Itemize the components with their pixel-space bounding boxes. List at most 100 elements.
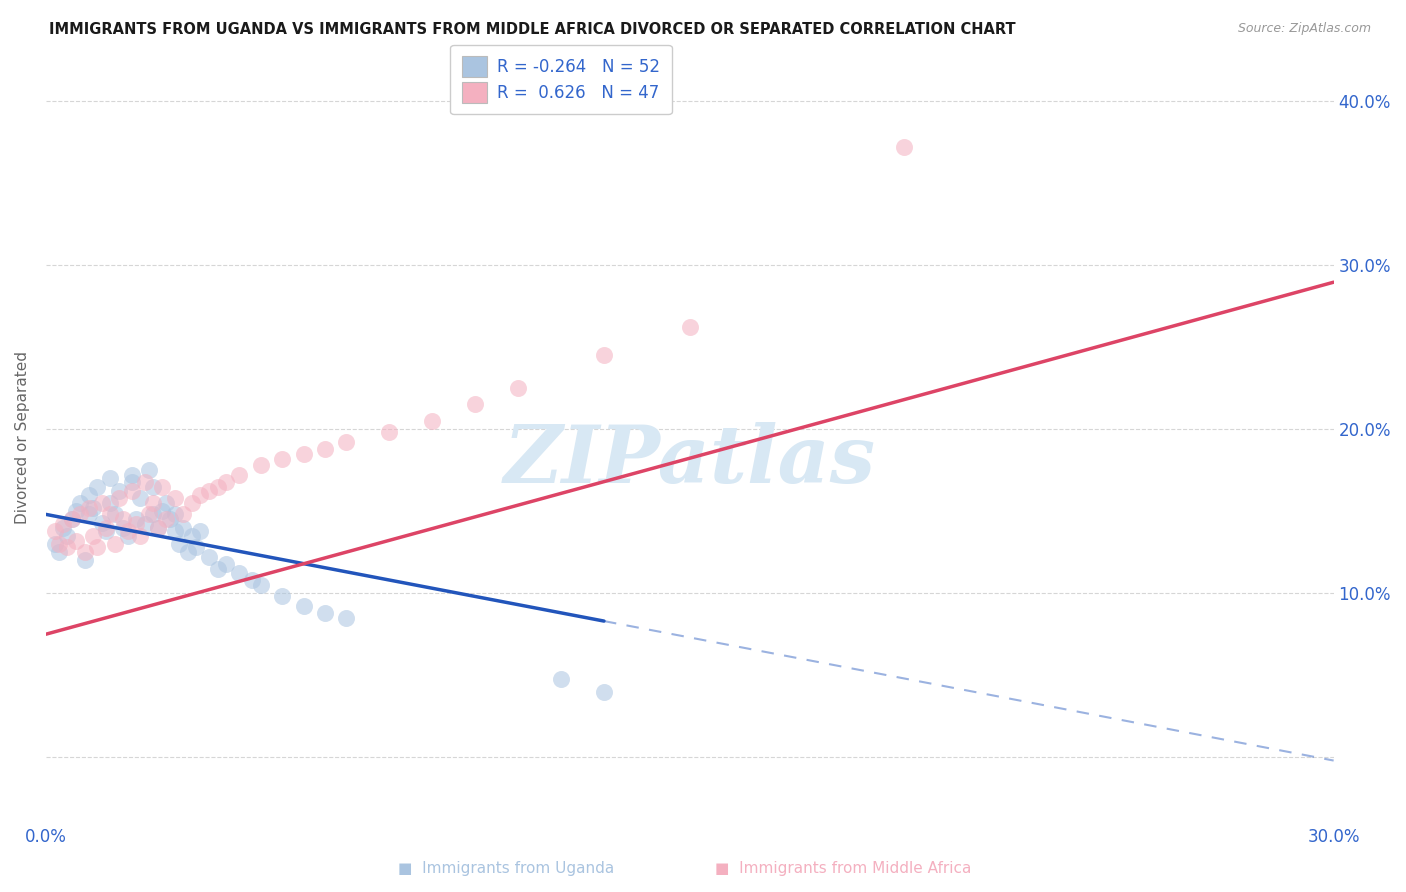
Point — [138, 463, 160, 477]
Point — [186, 540, 208, 554]
Point — [117, 529, 139, 543]
Point — [104, 508, 127, 522]
Point — [82, 529, 104, 543]
Point — [314, 442, 336, 456]
Point — [60, 512, 83, 526]
Text: ■  Immigrants from Uganda: ■ Immigrants from Uganda — [398, 861, 614, 876]
Point — [52, 520, 75, 534]
Point — [77, 508, 100, 522]
Point — [292, 599, 315, 614]
Point — [215, 557, 238, 571]
Point — [129, 529, 152, 543]
Point — [121, 475, 143, 489]
Point — [271, 451, 294, 466]
Point — [146, 520, 169, 534]
Point — [228, 468, 250, 483]
Point — [94, 520, 117, 534]
Point — [207, 561, 229, 575]
Point — [198, 550, 221, 565]
Legend: R = -0.264   N = 52, R =  0.626   N = 47: R = -0.264 N = 52, R = 0.626 N = 47 — [450, 45, 672, 114]
Point — [98, 496, 121, 510]
Point — [172, 520, 194, 534]
Text: IMMIGRANTS FROM UGANDA VS IMMIGRANTS FROM MIDDLE AFRICA DIVORCED OR SEPARATED CO: IMMIGRANTS FROM UGANDA VS IMMIGRANTS FRO… — [49, 22, 1015, 37]
Point — [420, 414, 443, 428]
Point — [335, 435, 357, 450]
Point — [190, 524, 212, 538]
Point — [207, 479, 229, 493]
Point — [249, 458, 271, 472]
Point — [314, 606, 336, 620]
Point — [240, 573, 263, 587]
Point — [108, 491, 131, 505]
Point — [117, 524, 139, 538]
Point — [142, 496, 165, 510]
Point — [52, 517, 75, 532]
Point — [77, 488, 100, 502]
Point — [86, 479, 108, 493]
Text: ■  Immigrants from Middle Africa: ■ Immigrants from Middle Africa — [716, 861, 972, 876]
Point — [155, 496, 177, 510]
Point — [56, 540, 79, 554]
Point — [271, 590, 294, 604]
Point — [215, 475, 238, 489]
Point — [464, 397, 486, 411]
Point — [163, 524, 186, 538]
Point — [163, 491, 186, 505]
Point — [228, 566, 250, 581]
Point — [893, 140, 915, 154]
Point — [69, 496, 91, 510]
Point — [134, 475, 156, 489]
Point — [112, 512, 135, 526]
Point — [104, 537, 127, 551]
Point — [125, 517, 148, 532]
Point — [121, 468, 143, 483]
Y-axis label: Divorced or Separated: Divorced or Separated — [15, 351, 30, 524]
Point — [69, 508, 91, 522]
Text: Source: ZipAtlas.com: Source: ZipAtlas.com — [1237, 22, 1371, 36]
Point — [679, 320, 702, 334]
Point — [94, 524, 117, 538]
Point — [138, 508, 160, 522]
Point — [167, 537, 190, 551]
Point — [44, 524, 66, 538]
Point — [176, 545, 198, 559]
Point — [65, 504, 87, 518]
Point — [249, 578, 271, 592]
Point — [508, 381, 530, 395]
Point — [90, 496, 112, 510]
Point — [65, 533, 87, 548]
Point — [98, 508, 121, 522]
Point — [48, 537, 70, 551]
Point — [48, 545, 70, 559]
Point — [121, 484, 143, 499]
Point — [98, 471, 121, 485]
Point — [73, 545, 96, 559]
Point — [129, 491, 152, 505]
Point — [593, 348, 616, 362]
Point — [77, 500, 100, 515]
Point — [180, 529, 202, 543]
Text: ZIPatlas: ZIPatlas — [503, 422, 876, 500]
Point — [90, 516, 112, 530]
Point — [86, 540, 108, 554]
Point — [292, 447, 315, 461]
Point — [155, 512, 177, 526]
Point — [134, 517, 156, 532]
Point — [112, 520, 135, 534]
Point — [190, 488, 212, 502]
Point — [146, 520, 169, 534]
Point — [335, 611, 357, 625]
Point — [550, 672, 572, 686]
Point — [172, 508, 194, 522]
Point — [150, 479, 173, 493]
Point — [73, 553, 96, 567]
Point — [142, 479, 165, 493]
Point — [150, 504, 173, 518]
Point — [56, 529, 79, 543]
Point — [180, 496, 202, 510]
Point — [159, 512, 181, 526]
Point — [60, 512, 83, 526]
Point — [378, 425, 401, 440]
Point — [108, 484, 131, 499]
Point — [142, 508, 165, 522]
